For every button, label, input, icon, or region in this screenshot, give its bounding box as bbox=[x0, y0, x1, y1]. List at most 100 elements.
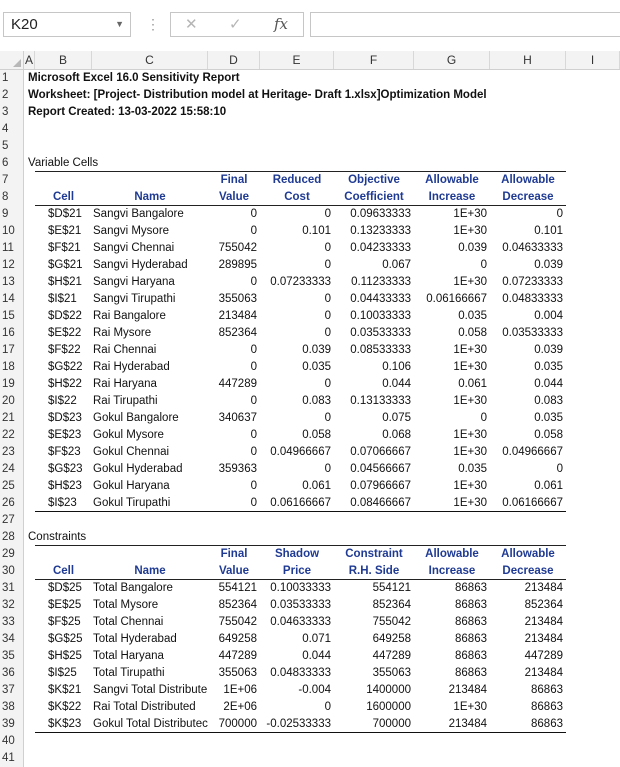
table-cell[interactable]: 0.035 bbox=[302, 361, 331, 373]
table-cell[interactable]: 0.07066667 bbox=[350, 446, 411, 458]
table-cell[interactable]: 213484 bbox=[448, 684, 487, 696]
column-heading[interactable]: Constraint bbox=[345, 548, 403, 560]
table-cell[interactable]: 213484 bbox=[524, 616, 563, 628]
column-heading[interactable]: Objective bbox=[348, 174, 400, 186]
table-cell[interactable]: 0.04966667 bbox=[502, 446, 563, 458]
table-cell[interactable]: 755042 bbox=[218, 616, 257, 628]
table-cell[interactable]: 1E+30 bbox=[453, 361, 487, 373]
table-cell[interactable]: 0.035 bbox=[534, 361, 563, 373]
table-cell[interactable]: 0 bbox=[324, 327, 331, 339]
column-heading[interactable]: Value bbox=[218, 565, 250, 577]
table-cell[interactable]: 0.13133333 bbox=[350, 395, 411, 407]
column-header-c[interactable]: C bbox=[92, 51, 208, 69]
chevron-down-icon[interactable]: ▼ bbox=[115, 19, 124, 29]
table-cell[interactable]: 0 bbox=[324, 463, 331, 475]
column-header-f[interactable]: F bbox=[334, 51, 414, 69]
table-cell[interactable]: 213484 bbox=[524, 667, 563, 679]
table-cell[interactable]: 86863 bbox=[531, 684, 563, 696]
table-cell[interactable]: $F$21 bbox=[48, 242, 81, 254]
row-header[interactable]: 24 bbox=[0, 461, 24, 478]
column-heading[interactable]: R.H. Side bbox=[348, 565, 400, 577]
table-cell[interactable]: Total Mysore bbox=[93, 599, 159, 611]
table-cell[interactable]: 0.06166667 bbox=[270, 497, 331, 509]
row-header[interactable]: 34 bbox=[0, 631, 24, 648]
table-cell[interactable]: 0.039 bbox=[302, 344, 331, 356]
table-cell[interactable]: 649258 bbox=[372, 633, 411, 645]
table-cell[interactable]: 0.04833333 bbox=[270, 667, 331, 679]
table-cell[interactable]: 0.061 bbox=[302, 480, 331, 492]
column-heading[interactable]: Decrease bbox=[502, 191, 554, 203]
row-header[interactable]: 1 bbox=[0, 70, 24, 87]
table-cell[interactable]: 852364 bbox=[218, 599, 257, 611]
table-cell[interactable]: 289895 bbox=[218, 259, 257, 271]
column-heading[interactable]: Shadow bbox=[274, 548, 320, 560]
table-cell[interactable]: 0.058 bbox=[458, 327, 487, 339]
table-cell[interactable]: 0 bbox=[324, 242, 331, 254]
table-cell[interactable]: Gokul Hyderabad bbox=[93, 463, 183, 475]
table-cell[interactable]: 1400000 bbox=[366, 684, 411, 696]
table-cell[interactable]: $G$23 bbox=[48, 463, 83, 475]
table-cell[interactable]: 0.04966667 bbox=[270, 446, 331, 458]
section-label[interactable]: Variable Cells bbox=[28, 157, 99, 169]
table-cell[interactable]: Rai Chennai bbox=[93, 344, 157, 356]
table-cell[interactable]: 0.039 bbox=[534, 344, 563, 356]
row-header[interactable]: 12 bbox=[0, 257, 24, 274]
row-header[interactable]: 21 bbox=[0, 410, 24, 427]
table-cell[interactable]: 0.044 bbox=[302, 650, 331, 662]
table-cell[interactable]: 213484 bbox=[524, 582, 563, 594]
select-all-corner[interactable] bbox=[0, 51, 24, 70]
column-heading[interactable]: Allowable bbox=[425, 548, 479, 560]
column-header-h[interactable]: H bbox=[490, 51, 566, 69]
table-cell[interactable]: 0.101 bbox=[534, 225, 563, 237]
table-cell[interactable]: 86863 bbox=[455, 667, 487, 679]
table-cell[interactable]: 86863 bbox=[455, 650, 487, 662]
column-header-d[interactable]: D bbox=[208, 51, 260, 69]
table-cell[interactable]: 0 bbox=[324, 412, 331, 424]
table-cell[interactable]: 0.058 bbox=[534, 429, 563, 441]
row-header[interactable]: 30 bbox=[0, 563, 24, 580]
table-cell[interactable]: Sangvi Haryana bbox=[93, 276, 175, 288]
table-cell[interactable]: 213484 bbox=[524, 633, 563, 645]
column-heading[interactable]: Decrease bbox=[502, 565, 554, 577]
table-cell[interactable]: Gokul Mysore bbox=[93, 429, 164, 441]
report-worksheet[interactable]: Worksheet: [Project- Distribution model … bbox=[28, 89, 487, 101]
table-cell[interactable]: 0.04833333 bbox=[502, 293, 563, 305]
table-cell[interactable]: 0.04433333 bbox=[350, 293, 411, 305]
table-cell[interactable]: 0.083 bbox=[302, 395, 331, 407]
row-header[interactable]: 36 bbox=[0, 665, 24, 682]
drag-handle-icon[interactable]: ⋮ bbox=[146, 16, 160, 32]
table-cell[interactable]: $H$22 bbox=[48, 378, 82, 390]
row-header[interactable]: 31 bbox=[0, 580, 24, 597]
row-header[interactable]: 20 bbox=[0, 393, 24, 410]
table-cell[interactable]: 0.058 bbox=[302, 429, 331, 441]
row-header[interactable]: 11 bbox=[0, 240, 24, 257]
table-cell[interactable]: 0.083 bbox=[534, 395, 563, 407]
table-cell[interactable]: 852364 bbox=[372, 599, 411, 611]
table-cell[interactable]: 0 bbox=[250, 497, 257, 509]
cancel-icon[interactable]: ✕ bbox=[185, 16, 198, 33]
table-cell[interactable]: 0.061 bbox=[458, 378, 487, 390]
table-cell[interactable]: 0 bbox=[250, 395, 257, 407]
column-header-b[interactable]: B bbox=[35, 51, 92, 69]
column-heading[interactable]: Cost bbox=[284, 191, 310, 203]
table-cell[interactable]: $I$21 bbox=[48, 293, 77, 305]
table-cell[interactable]: 0.039 bbox=[458, 242, 487, 254]
table-cell[interactable]: 0.03533333 bbox=[502, 327, 563, 339]
row-header[interactable]: 29 bbox=[0, 546, 24, 563]
table-cell[interactable]: 355063 bbox=[218, 293, 257, 305]
table-cell[interactable]: 852364 bbox=[218, 327, 257, 339]
column-header-g[interactable]: G bbox=[414, 51, 490, 69]
row-header[interactable]: 6 bbox=[0, 155, 24, 172]
row-header[interactable]: 25 bbox=[0, 478, 24, 495]
column-heading[interactable]: Increase bbox=[428, 565, 476, 577]
table-cell[interactable]: $E$25 bbox=[48, 599, 82, 611]
table-cell[interactable]: 0 bbox=[324, 378, 331, 390]
table-cell[interactable]: 0.004 bbox=[534, 310, 563, 322]
table-cell[interactable]: 755042 bbox=[372, 616, 411, 628]
column-heading[interactable]: Allowable bbox=[501, 548, 555, 560]
column-heading[interactable]: Cell bbox=[52, 565, 75, 577]
table-cell[interactable]: 0 bbox=[324, 208, 331, 220]
table-cell[interactable]: 0.067 bbox=[382, 259, 411, 271]
table-cell[interactable]: 86863 bbox=[531, 718, 563, 730]
insert-function-icon[interactable]: fx bbox=[274, 15, 289, 33]
